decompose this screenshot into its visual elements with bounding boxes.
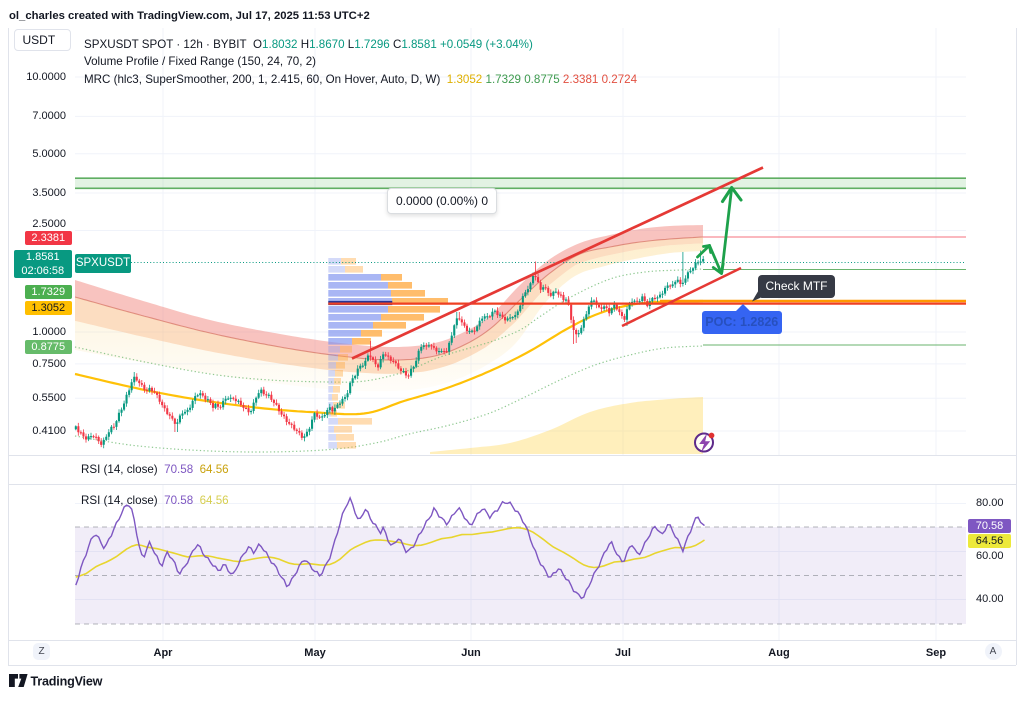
svg-text:TradingView: TradingView — [31, 675, 103, 689]
